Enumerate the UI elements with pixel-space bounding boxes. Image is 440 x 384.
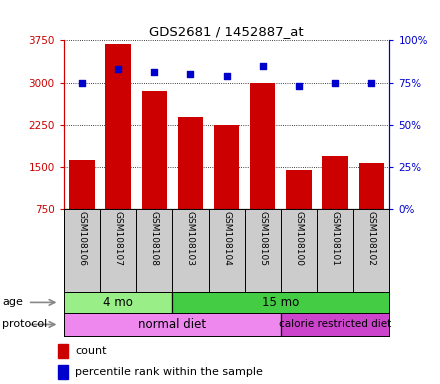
Point [151, 70, 158, 76]
Point [187, 71, 194, 77]
Bar [359, 162, 384, 209]
Bar [142, 91, 167, 209]
Point [368, 79, 375, 86]
Text: percentile rank within the sample: percentile rank within the sample [75, 367, 263, 377]
Text: 4 mo: 4 mo [103, 296, 133, 309]
Point [114, 66, 121, 72]
Bar [69, 160, 95, 209]
Bar [59, 365, 68, 379]
Text: GSM108105: GSM108105 [258, 211, 267, 266]
Text: protocol: protocol [2, 319, 48, 329]
Point [78, 79, 85, 86]
Text: calorie restricted diet: calorie restricted diet [279, 319, 391, 329]
Point [332, 79, 339, 86]
Text: normal diet: normal diet [138, 318, 206, 331]
Bar [323, 156, 348, 209]
Bar [172, 292, 389, 313]
Point [223, 73, 230, 79]
Text: age: age [2, 297, 23, 308]
Bar [286, 170, 312, 209]
Bar [64, 313, 281, 336]
Text: GSM108101: GSM108101 [330, 211, 340, 266]
Text: 15 mo: 15 mo [262, 296, 300, 309]
Bar [59, 344, 68, 358]
Text: GSM108107: GSM108107 [114, 211, 123, 266]
Bar [281, 313, 389, 336]
Text: GSM108102: GSM108102 [367, 211, 376, 266]
Text: GSM108108: GSM108108 [150, 211, 159, 266]
Text: GSM108106: GSM108106 [77, 211, 86, 266]
Point [295, 83, 302, 89]
Text: count: count [75, 346, 106, 356]
Bar [106, 44, 131, 209]
Bar [250, 83, 275, 209]
Text: GSM108100: GSM108100 [294, 211, 304, 266]
Bar [178, 118, 203, 209]
Text: GSM108104: GSM108104 [222, 211, 231, 266]
Bar [64, 292, 172, 313]
Bar [214, 125, 239, 209]
Point [259, 63, 266, 69]
Title: GDS2681 / 1452887_at: GDS2681 / 1452887_at [149, 25, 304, 38]
Text: GSM108103: GSM108103 [186, 211, 195, 266]
